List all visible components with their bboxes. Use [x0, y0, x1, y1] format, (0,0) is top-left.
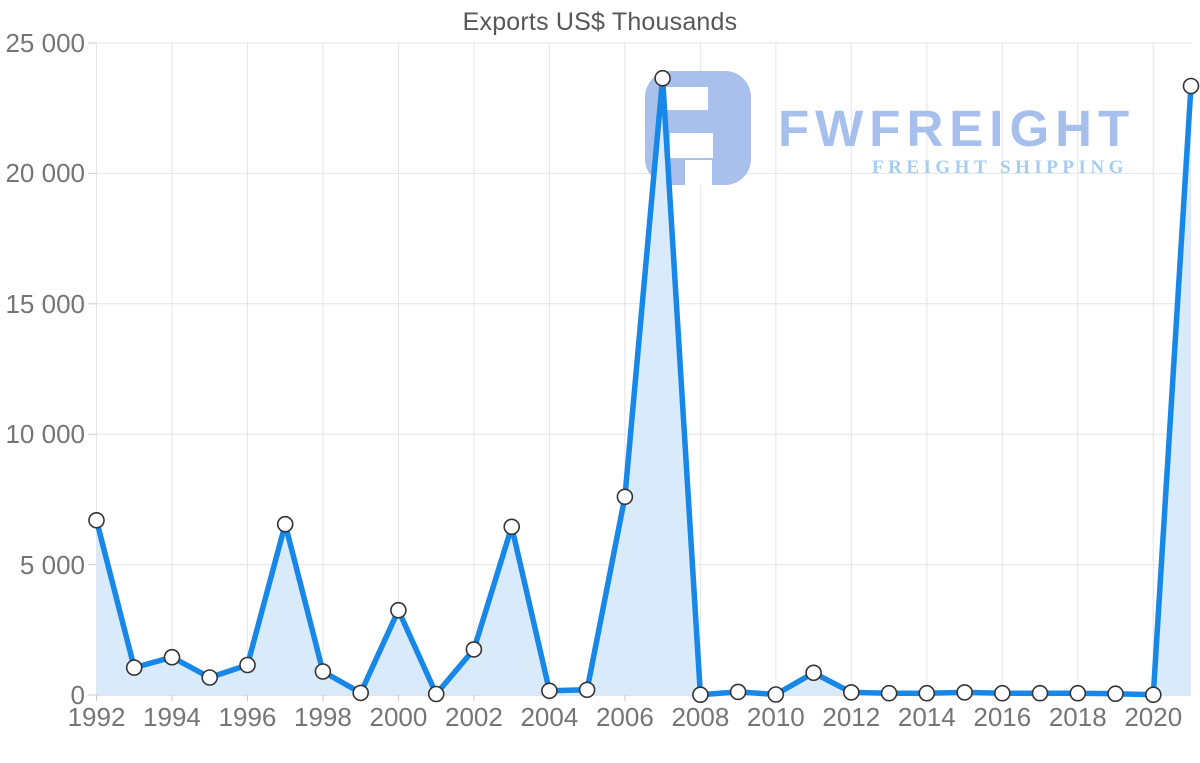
data-point[interactable] [1182, 77, 1200, 95]
data-point[interactable] [314, 663, 332, 680]
data-point[interactable] [88, 511, 105, 529]
data-point[interactable] [465, 641, 483, 658]
data-point[interactable] [163, 648, 181, 666]
series-area [96, 78, 1191, 695]
data-point[interactable] [390, 601, 407, 619]
data-point[interactable] [1069, 684, 1087, 702]
data-point[interactable] [578, 681, 596, 699]
x-axis-label: 2018 [1048, 702, 1107, 732]
x-axis-label: 2000 [369, 702, 428, 732]
y-axis-label: 20 000 [5, 158, 85, 189]
x-axis-label: 2006 [595, 702, 654, 732]
data-point[interactable] [352, 684, 370, 702]
y-axis-label: 10 000 [5, 419, 85, 450]
data-point[interactable] [427, 685, 445, 703]
data-point[interactable] [767, 686, 785, 703]
x-axis-label: 2012 [822, 702, 881, 732]
x-axis-label: 2014 [897, 702, 956, 732]
data-point[interactable] [692, 686, 709, 704]
x-axis-label: 1998 [294, 702, 352, 732]
x-axis-label: 1996 [218, 702, 277, 732]
data-point[interactable] [1031, 684, 1049, 702]
data-point[interactable] [616, 488, 634, 506]
data-point[interactable] [1145, 686, 1162, 704]
y-axis-label: 5 000 [19, 549, 85, 580]
data-point[interactable] [201, 669, 218, 686]
data-point[interactable] [654, 69, 671, 87]
data-point[interactable] [125, 659, 143, 676]
data-point[interactable] [729, 683, 747, 701]
data-point[interactable] [239, 656, 256, 674]
x-axis-label: 1992 [67, 702, 126, 732]
data-point[interactable] [503, 518, 521, 536]
y-axis-label: 0 [70, 680, 85, 710]
x-axis-label: 2008 [671, 702, 730, 732]
chart-title: Exports US$ Thousands [462, 8, 738, 36]
data-point[interactable] [1107, 685, 1124, 703]
x-axis-label: 2002 [444, 702, 503, 732]
y-axis-label: 15 000 [5, 288, 85, 319]
x-axis-label: 2004 [520, 702, 579, 732]
x-axis-label: 2020 [1124, 702, 1183, 732]
x-axis-label: 2010 [746, 702, 805, 732]
data-point[interactable] [276, 515, 294, 533]
data-point[interactable] [918, 684, 936, 702]
x-axis-label: 1994 [143, 702, 201, 732]
data-point[interactable] [956, 684, 973, 701]
data-point[interactable] [993, 684, 1011, 702]
data-point[interactable] [541, 682, 558, 700]
data-point[interactable] [842, 684, 860, 701]
data-point[interactable] [880, 684, 898, 702]
x-axis-label: 2016 [973, 702, 1032, 732]
y-axis-label: 25 000 [5, 28, 85, 58]
data-point[interactable] [805, 664, 822, 682]
